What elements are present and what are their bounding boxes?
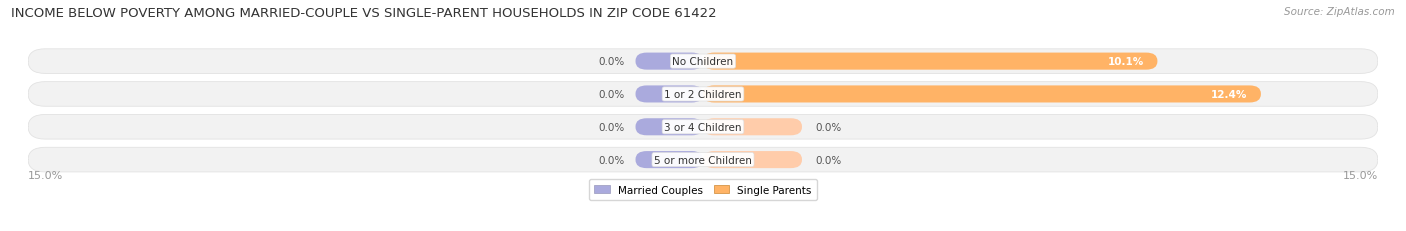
Text: 0.0%: 0.0%	[598, 90, 624, 100]
Text: 10.1%: 10.1%	[1108, 57, 1144, 67]
Text: 1 or 2 Children: 1 or 2 Children	[664, 90, 742, 100]
Text: 15.0%: 15.0%	[28, 170, 63, 180]
FancyBboxPatch shape	[28, 148, 1378, 172]
Legend: Married Couples, Single Parents: Married Couples, Single Parents	[589, 180, 817, 200]
Text: 5 or more Children: 5 or more Children	[654, 155, 752, 165]
Text: 0.0%: 0.0%	[815, 122, 842, 132]
Text: 0.0%: 0.0%	[598, 155, 624, 165]
FancyBboxPatch shape	[28, 82, 1378, 107]
FancyBboxPatch shape	[703, 86, 1261, 103]
FancyBboxPatch shape	[28, 115, 1378, 140]
FancyBboxPatch shape	[636, 151, 703, 168]
FancyBboxPatch shape	[703, 53, 1157, 70]
FancyBboxPatch shape	[703, 151, 801, 168]
FancyBboxPatch shape	[636, 119, 703, 136]
FancyBboxPatch shape	[28, 50, 1378, 74]
Text: 0.0%: 0.0%	[598, 122, 624, 132]
FancyBboxPatch shape	[636, 53, 703, 70]
Text: Source: ZipAtlas.com: Source: ZipAtlas.com	[1284, 7, 1395, 17]
Text: No Children: No Children	[672, 57, 734, 67]
Text: 15.0%: 15.0%	[1343, 170, 1378, 180]
FancyBboxPatch shape	[636, 86, 703, 103]
Text: 0.0%: 0.0%	[598, 57, 624, 67]
Text: 3 or 4 Children: 3 or 4 Children	[664, 122, 742, 132]
Text: 0.0%: 0.0%	[815, 155, 842, 165]
Text: 12.4%: 12.4%	[1211, 90, 1247, 100]
Text: INCOME BELOW POVERTY AMONG MARRIED-COUPLE VS SINGLE-PARENT HOUSEHOLDS IN ZIP COD: INCOME BELOW POVERTY AMONG MARRIED-COUPL…	[11, 7, 717, 20]
FancyBboxPatch shape	[703, 119, 801, 136]
